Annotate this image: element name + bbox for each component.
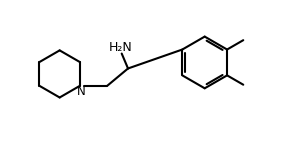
Text: N: N [77, 85, 86, 98]
Text: H₂N: H₂N [108, 41, 132, 54]
